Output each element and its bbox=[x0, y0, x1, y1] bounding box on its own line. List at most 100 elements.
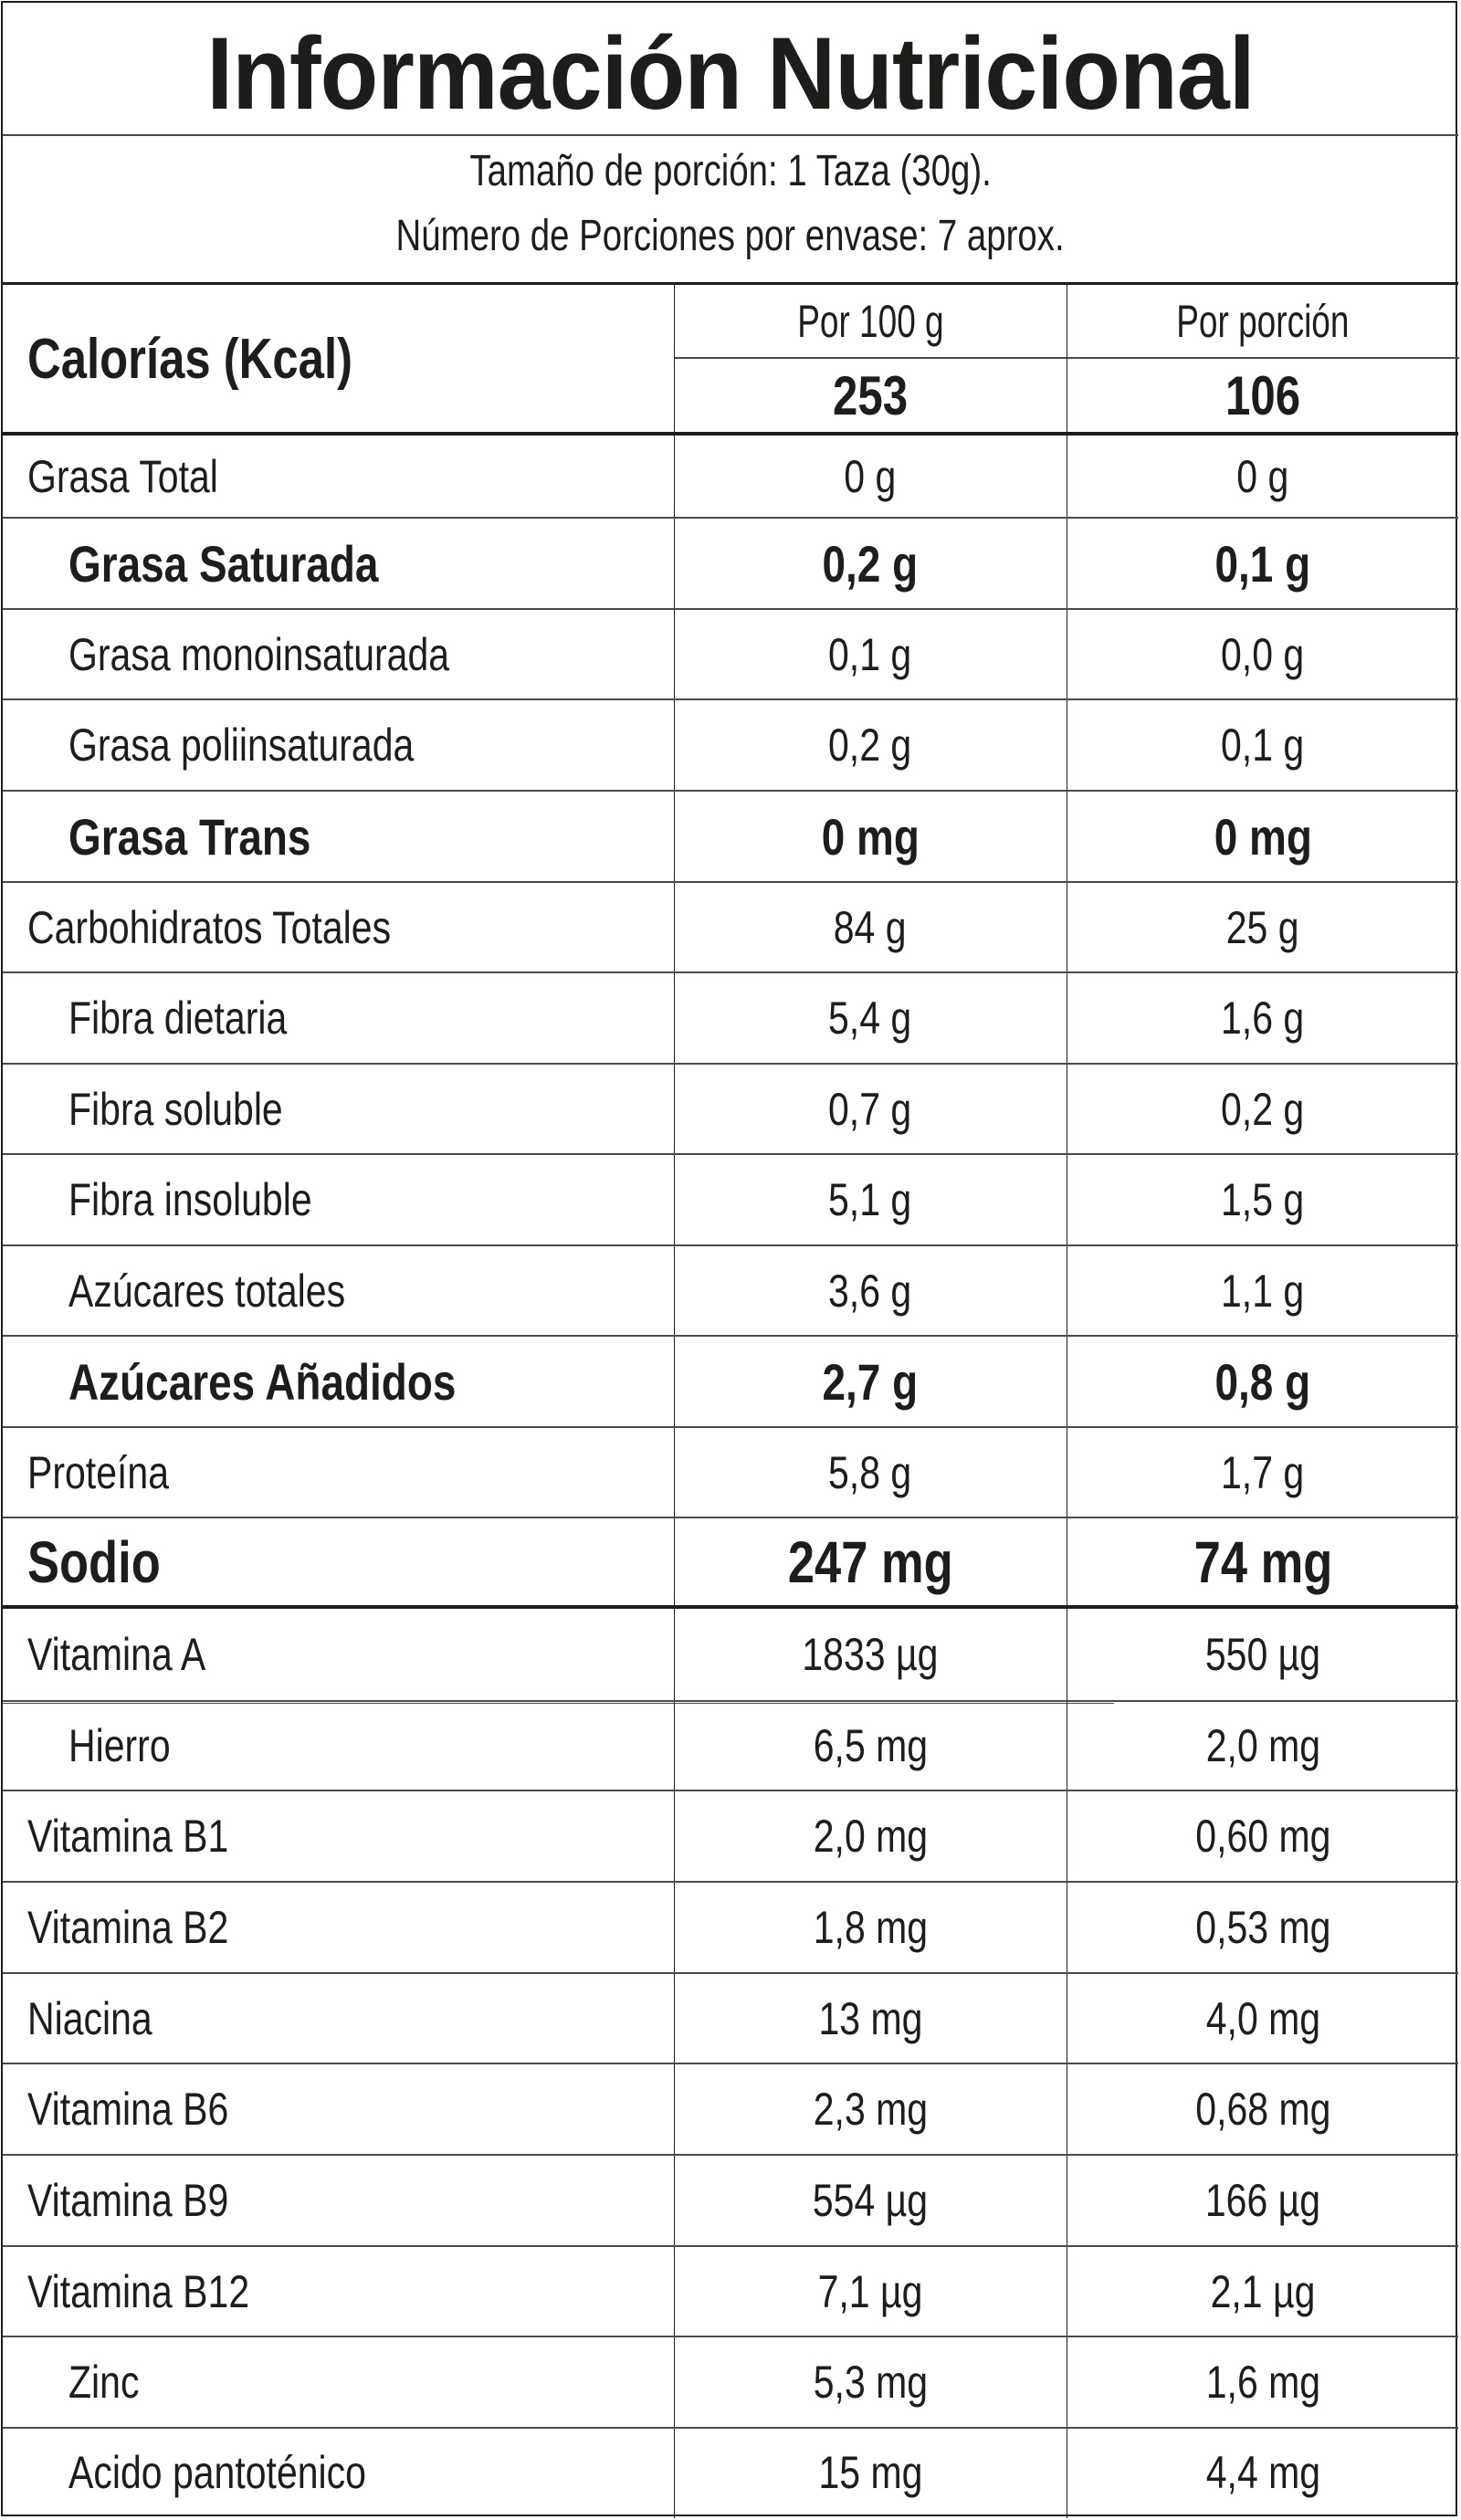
nutrient-row: Proteína 5,8 g 1,7 g bbox=[0, 1427, 1461, 1517]
nutrient-value-per100-text: 247 mg bbox=[787, 1529, 953, 1595]
nutrient-name: Fibra dietaria bbox=[68, 972, 335, 1064]
column-headers: Por 100 g Por porción bbox=[0, 285, 1461, 358]
calories-label-text: Calorías (Kcal) bbox=[27, 327, 353, 391]
nutrient-value-per-serving: 0,68 mg bbox=[1067, 2063, 1459, 2155]
nutrient-value-per-serving: 1,6 mg bbox=[1067, 2336, 1459, 2428]
nutrient-value-per100: 247 mg bbox=[674, 1517, 1067, 1607]
nutrient-value-per100-text: 15 mg bbox=[818, 2447, 922, 2498]
nutrient-value-per100-text: 6,5 mg bbox=[813, 1720, 928, 1771]
nutrient-value-per100-text: 1,8 mg bbox=[813, 1902, 928, 1953]
row-divider bbox=[3, 971, 1458, 973]
nutrient-value-per-serving: 0 g bbox=[1067, 436, 1459, 518]
nutrient-value-per100-text: 2,7 g bbox=[822, 1352, 919, 1411]
nutrient-value-per100: 84 g bbox=[674, 882, 1067, 972]
nutrient-value-per-serving-text: 0,1 g bbox=[1214, 534, 1311, 593]
nutrient-name-text: Zinc bbox=[68, 2357, 140, 2408]
nutrient-value-per100: 2,7 g bbox=[674, 1336, 1067, 1427]
nutrient-value-per-serving-text: 0,68 mg bbox=[1194, 2084, 1331, 2135]
nutrient-value-per100: 0,2 g bbox=[674, 518, 1067, 609]
row-divider bbox=[3, 1790, 1458, 1791]
nutrient-name: Acido pantoténico bbox=[68, 2428, 432, 2517]
nutrient-value-per-serving-text: 0,53 mg bbox=[1194, 1902, 1331, 1953]
nutrient-value-per-serving: 0,1 g bbox=[1067, 518, 1459, 609]
nutrient-value-per-serving: 4,4 mg bbox=[1067, 2428, 1459, 2517]
nutrient-value-per-serving: 0,8 g bbox=[1067, 1336, 1459, 1427]
nutrient-value-per-serving: 1,7 g bbox=[1067, 1427, 1459, 1517]
nutrient-name-text: Vitamina B1 bbox=[27, 1811, 229, 1862]
nutrient-value-per-serving-text: 2,1 µg bbox=[1210, 2265, 1316, 2317]
nutrient-value-per-serving: 0,53 mg bbox=[1067, 1882, 1459, 1973]
nutrient-name: Grasa Saturada bbox=[68, 518, 447, 609]
nutrient-name-text: Grasa Saturada bbox=[68, 534, 379, 593]
calories-per100-text: 253 bbox=[832, 365, 909, 426]
row-divider bbox=[3, 1153, 1458, 1155]
nutrient-value-per-serving: 0,1 g bbox=[1067, 699, 1459, 791]
nutrient-name: Vitamina B2 bbox=[27, 1882, 273, 1973]
nutrient-name: Grasa Trans bbox=[68, 791, 364, 882]
nutrient-value-per-serving: 166 µg bbox=[1067, 2155, 1459, 2246]
nutrient-name-text: Azúcares totales bbox=[68, 1265, 346, 1317]
column-divider-1 bbox=[674, 285, 675, 2518]
nutrient-row: Grasa Total 0 g 0 g bbox=[0, 436, 1461, 518]
nutrient-value-per100: 554 µg bbox=[674, 2155, 1067, 2246]
servings-per-container: Número de Porciones por envase: 7 aprox. bbox=[0, 209, 1461, 264]
nutrient-name: Sodio bbox=[27, 1517, 190, 1607]
nutrient-name-text: Fibra dietaria bbox=[68, 992, 288, 1044]
nutrient-value-per-serving: 550 µg bbox=[1067, 1607, 1459, 1701]
nutrient-value-per100-text: 1833 µg bbox=[802, 1628, 939, 1680]
row-divider bbox=[3, 1335, 1458, 1337]
nutrient-value-per-serving-text: 1,5 g bbox=[1221, 1174, 1305, 1225]
calories-values: 253 106 bbox=[0, 359, 1461, 433]
column-header-per-serving: Por porción bbox=[1067, 285, 1459, 358]
nutrient-name: Zinc bbox=[68, 2336, 154, 2428]
nutrient-row: Sodio 247 mg 74 mg bbox=[0, 1517, 1461, 1607]
nutrient-name-text: Grasa Trans bbox=[68, 807, 311, 866]
nutrient-name-text: Fibra insoluble bbox=[68, 1174, 312, 1225]
divider-calories bbox=[3, 432, 1458, 436]
nutrient-value-per-serving: 1,5 g bbox=[1067, 1154, 1459, 1245]
nutrient-value-per-serving-text: 1,7 g bbox=[1221, 1446, 1305, 1498]
nutrient-value-per100-text: 2,0 mg bbox=[813, 1811, 928, 1862]
column-header-per-serving-text: Por porción bbox=[1176, 296, 1350, 347]
nutrient-name-text: Azúcares Añadidos bbox=[68, 1352, 457, 1411]
nutrient-value-per-serving: 4,0 mg bbox=[1067, 1973, 1459, 2063]
nutrient-value-per100: 2,3 mg bbox=[674, 2063, 1067, 2155]
nutrient-name: Niacina bbox=[27, 1973, 180, 2063]
nutrient-value-per-serving: 1,6 g bbox=[1067, 972, 1459, 1064]
nutrient-name-text: Vitamina B12 bbox=[27, 2265, 250, 2317]
row-divider bbox=[3, 1063, 1458, 1065]
nutrient-name-text: Sodio bbox=[27, 1529, 161, 1595]
nutrient-value-per100-text: 0,2 g bbox=[822, 534, 919, 593]
nutrient-value-per100-text: 0 mg bbox=[821, 807, 920, 866]
nutrient-row: Acido pantoténico 15 mg 4,4 mg bbox=[0, 2428, 1461, 2517]
nutrient-value-per-serving-text: 2,0 mg bbox=[1205, 1720, 1320, 1771]
nutrient-row: Niacina 13 mg 4,0 mg bbox=[0, 1973, 1461, 2063]
nutrient-row: Vitamina B2 1,8 mg 0,53 mg bbox=[0, 1882, 1461, 1973]
nutrient-row: Vitamina B6 2,3 mg 0,68 mg bbox=[0, 2063, 1461, 2155]
nutrient-row: Grasa Saturada 0,2 g 0,1 g bbox=[0, 518, 1461, 609]
row-divider bbox=[3, 698, 1458, 700]
nutrient-value-per100: 0 mg bbox=[674, 791, 1067, 882]
nutrient-value-per-serving-text: 0 mg bbox=[1214, 807, 1312, 866]
nutrient-value-per-serving-text: 4,0 mg bbox=[1205, 1992, 1320, 2044]
calories-per-serving-text: 106 bbox=[1225, 365, 1301, 426]
label-title: Información Nutricional bbox=[0, 13, 1461, 135]
nutrient-value-per-serving-text: 74 mg bbox=[1193, 1529, 1332, 1595]
row-divider bbox=[3, 1881, 1458, 1883]
calories-row: Calorías (Kcal) bbox=[0, 285, 1461, 433]
nutrient-row: Grasa poliinsaturada 0,2 g 0,1 g bbox=[0, 699, 1461, 791]
nutrient-value-per100-text: 0 g bbox=[844, 451, 897, 502]
nutrient-name: Vitamina B9 bbox=[27, 2155, 273, 2246]
column-header-per100-text: Por 100 g bbox=[796, 296, 944, 347]
nutrient-value-per100-text: 0,7 g bbox=[828, 1083, 912, 1135]
nutrient-row: Vitamina B9 554 µg 166 µg bbox=[0, 2155, 1461, 2246]
nutrient-row: Fibra soluble 0,7 g 0,2 g bbox=[0, 1064, 1461, 1154]
nutrient-value-per-serving: 0,0 g bbox=[1067, 609, 1459, 699]
row-divider bbox=[3, 2063, 1458, 2064]
nutrient-name-text: Carbohidratos Totales bbox=[27, 901, 392, 953]
nutrient-value-per100-text: 13 mg bbox=[818, 1992, 922, 2044]
nutrient-name-text: Grasa Total bbox=[27, 451, 218, 502]
nutrient-value-per100: 0,1 g bbox=[674, 609, 1067, 699]
nutrient-name-text: Vitamina B6 bbox=[27, 2084, 229, 2135]
